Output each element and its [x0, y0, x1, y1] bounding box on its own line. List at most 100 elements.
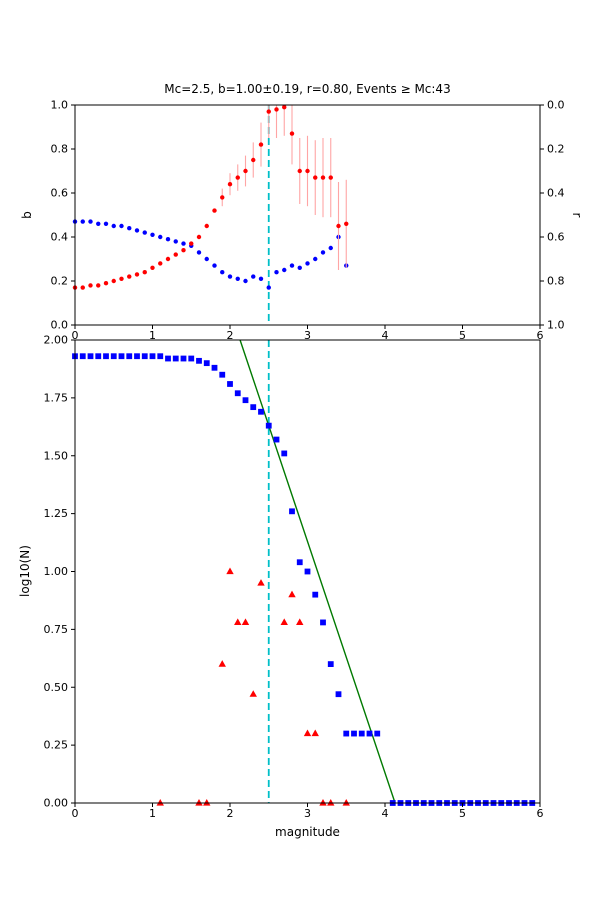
- y-tick-label: 1.50: [44, 449, 69, 462]
- data-point: [343, 730, 350, 737]
- y-tick-label: 1.0: [51, 99, 69, 112]
- data-point: [319, 799, 327, 806]
- data-point: [181, 248, 186, 253]
- y2-tick-label: 0.8: [547, 275, 565, 288]
- x-tick-label: 2: [227, 807, 234, 820]
- data-point: [141, 353, 148, 360]
- data-point: [241, 618, 250, 626]
- data-point: [142, 230, 147, 235]
- data-point: [103, 221, 109, 226]
- y-tick-label: 0.25: [44, 739, 69, 752]
- data-point: [87, 353, 94, 360]
- data-point: [274, 107, 279, 112]
- fit-line: [239, 339, 396, 804]
- x-tick-label: 1: [149, 329, 156, 342]
- y-tick-label: 0.8: [51, 143, 69, 156]
- data-point: [366, 730, 373, 737]
- data-point: [204, 223, 209, 229]
- data-point: [134, 353, 140, 360]
- data-point: [243, 168, 248, 174]
- data-point: [127, 274, 132, 279]
- data-point: [158, 234, 163, 240]
- data-point: [282, 105, 287, 110]
- data-point: [289, 508, 295, 515]
- data-point: [251, 274, 256, 279]
- data-point: [96, 221, 101, 226]
- data-point: [111, 223, 116, 229]
- data-point: [220, 270, 225, 275]
- data-point: [188, 355, 195, 362]
- x-tick-label: 4: [382, 329, 389, 342]
- data-point: [212, 263, 217, 268]
- data-point: [297, 265, 302, 270]
- data-point: [342, 799, 350, 806]
- x-tick-label: 0: [72, 329, 79, 342]
- data-point: [273, 436, 280, 443]
- data-point: [311, 729, 319, 737]
- x-tick-label: 3: [304, 807, 311, 820]
- series-bin-counts: [156, 567, 350, 806]
- y2-tick-label: 0.6: [547, 231, 565, 244]
- bottom-y-axis-label: log10(N): [18, 545, 32, 597]
- data-point: [288, 590, 296, 598]
- y-tick-label: 1.75: [44, 391, 69, 404]
- data-point: [103, 353, 109, 360]
- data-point: [282, 267, 287, 273]
- data-point: [119, 276, 124, 281]
- series-cumulative-counts: [72, 353, 536, 806]
- x-tick-label: 5: [459, 329, 466, 342]
- data-point: [304, 568, 311, 575]
- data-point: [88, 283, 93, 288]
- data-point: [172, 355, 179, 362]
- y-tick-label: 0.6: [51, 187, 69, 200]
- data-point: [150, 265, 155, 270]
- data-point: [157, 353, 164, 360]
- data-point: [165, 256, 171, 262]
- y-tick-label: 1.25: [44, 507, 69, 520]
- data-point: [258, 408, 264, 415]
- data-point: [274, 270, 279, 275]
- data-point: [266, 285, 271, 290]
- data-point: [297, 168, 302, 174]
- data-point: [88, 219, 93, 224]
- data-point: [80, 219, 85, 224]
- series-b-value: [72, 219, 349, 290]
- x-axis-label: magnitude: [275, 825, 340, 839]
- data-point: [110, 353, 117, 360]
- data-point: [134, 228, 140, 233]
- plot-area-1: 0 1 2 3 4 5 6 0.00 0.25 0.50 0.75 1.00 1.25 1.50 1.75 2…: [44, 334, 544, 821]
- data-point: [165, 355, 171, 362]
- data-point: [158, 261, 163, 266]
- x-tick-label: 3: [304, 329, 311, 342]
- data-point: [312, 591, 319, 598]
- data-point: [126, 353, 133, 360]
- data-point: [196, 357, 202, 364]
- data-point: [180, 355, 187, 362]
- data-point: [242, 397, 249, 404]
- plot-title: Mc=2.5, b=1.00±0.19, r=0.80, Events ≥ Mc…: [164, 82, 450, 96]
- data-point: [281, 450, 288, 457]
- data-point: [336, 223, 341, 229]
- data-point: [80, 285, 85, 290]
- data-point: [173, 239, 178, 244]
- data-point: [219, 371, 226, 378]
- y-tick-label: 1.00: [44, 565, 69, 578]
- data-point: [119, 223, 124, 229]
- data-point: [226, 567, 234, 575]
- y-tick-label: 2.00: [44, 334, 69, 347]
- y2-tick-label: 0.2: [547, 143, 565, 156]
- data-point: [374, 730, 381, 737]
- data-point: [173, 252, 178, 257]
- data-point: [149, 353, 156, 360]
- y-tick-label: 0.0: [51, 319, 69, 332]
- data-point: [320, 619, 326, 626]
- data-point: [320, 175, 326, 180]
- data-point: [313, 256, 318, 262]
- data-point: [313, 175, 318, 180]
- y-tick-label: 0.50: [44, 681, 69, 694]
- data-point: [134, 272, 140, 277]
- data-point: [189, 241, 194, 246]
- data-point: [181, 241, 186, 246]
- data-point: [257, 579, 265, 586]
